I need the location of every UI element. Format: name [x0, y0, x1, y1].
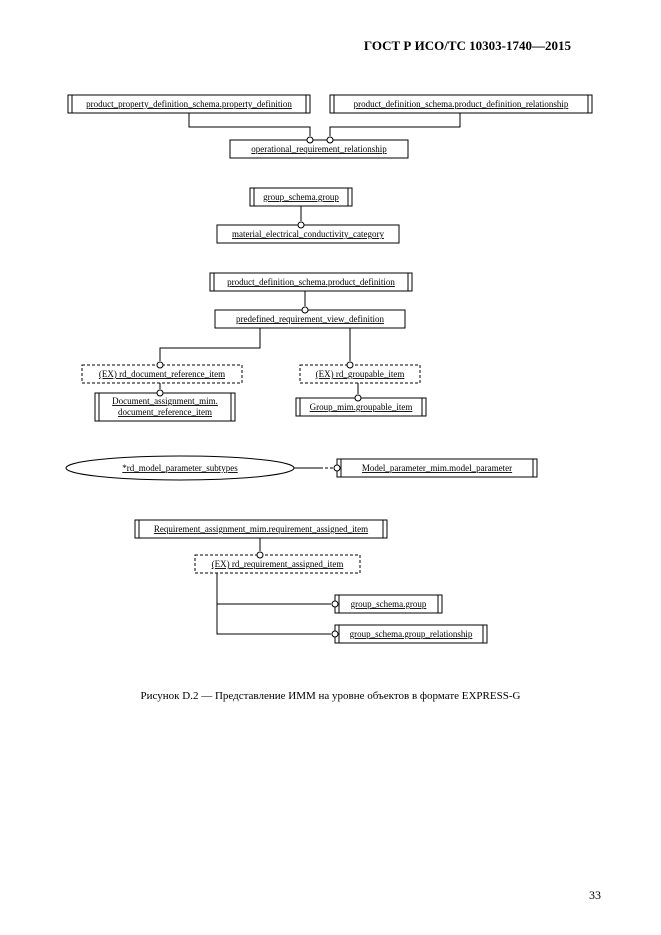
- svg-text:(EX) rd_groupable_item: (EX) rd_groupable_item: [316, 369, 405, 379]
- svg-text:Requirement_assignment_mim.req: Requirement_assignment_mim.requirement_a…: [154, 524, 368, 534]
- figure-caption: Рисунок D.2 — Представление ИММ на уровн…: [0, 690, 661, 702]
- svg-text:group_schema.group: group_schema.group: [351, 599, 427, 609]
- svg-text:Group_mim.groupable_item: Group_mim.groupable_item: [310, 402, 413, 412]
- svg-text:(EX) rd_requirement_assigned_i: (EX) rd_requirement_assigned_item: [212, 559, 344, 569]
- svg-text:product_property_definition_sc: product_property_definition_schema.prope…: [86, 99, 292, 109]
- svg-text:Document_assignment_mim.: Document_assignment_mim.: [112, 396, 218, 406]
- svg-text:predefined_requirement_view_de: predefined_requirement_view_definition: [236, 314, 384, 324]
- svg-text:(EX) rd_document_reference_ite: (EX) rd_document_reference_item: [99, 369, 225, 379]
- diagram-svg: product_property_definition_schema.prope…: [0, 0, 661, 935]
- svg-text:material_electrical_conductivi: material_electrical_conductivity_categor…: [232, 229, 384, 239]
- page-number: 33: [589, 888, 601, 903]
- svg-text:group_schema.group: group_schema.group: [263, 192, 339, 202]
- svg-text:product_definition_schema.prod: product_definition_schema.product_defini…: [354, 99, 569, 109]
- svg-text:operational_requirement_relati: operational_requirement_relationship: [251, 144, 387, 154]
- svg-text:document_reference_item: document_reference_item: [118, 407, 212, 417]
- svg-text:group_schema.group_relationshi: group_schema.group_relationship: [350, 629, 473, 639]
- svg-text:*rd_model_parameter_subtypes: *rd_model_parameter_subtypes: [122, 463, 238, 473]
- svg-text:product_definition_schema.prod: product_definition_schema.product_defini…: [227, 277, 395, 287]
- svg-text:Model_parameter_mim.model_para: Model_parameter_mim.model_parameter: [362, 463, 512, 473]
